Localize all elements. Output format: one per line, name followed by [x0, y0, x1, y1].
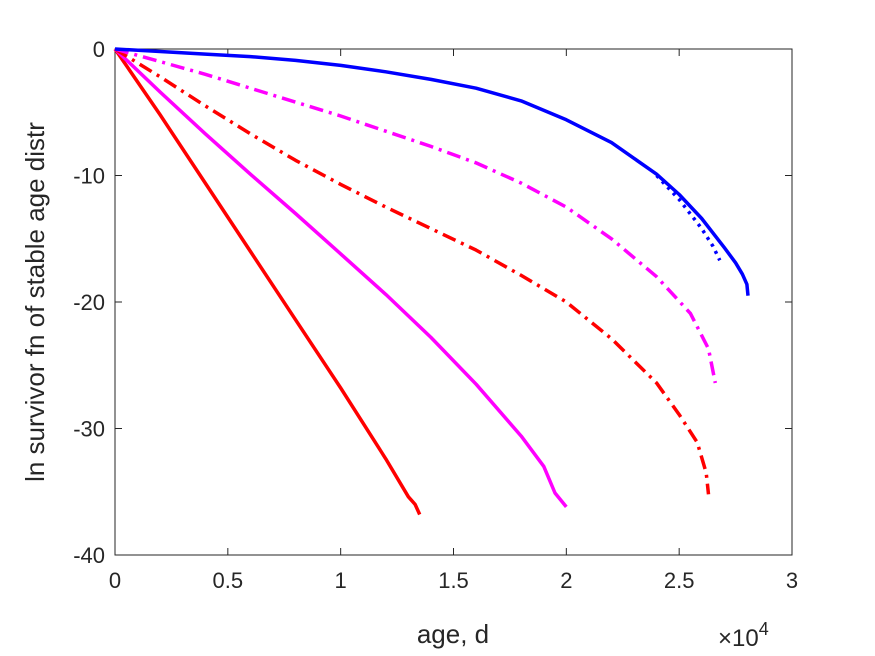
- data-series: [113, 47, 750, 516]
- plot-area: [114, 48, 793, 556]
- y-tick-label: -20: [73, 290, 105, 315]
- x-tick-label: 2.5: [664, 568, 695, 593]
- y-axis-label: ln survivor fn of stable age distr: [20, 122, 50, 482]
- series-line-4: [114, 47, 718, 384]
- y-tick-label: -30: [73, 417, 105, 442]
- y-tick-label: -10: [73, 164, 105, 189]
- x-tick-label: 0.5: [213, 568, 244, 593]
- x-multiplier-exponent: 4: [759, 619, 769, 639]
- x-tick-label: 1: [335, 568, 347, 593]
- axis-ticks: 0 0.5 1 1.5 2 2.5 3 0 -10 -20 -30 -40: [73, 37, 798, 593]
- x-tick-label: 3: [786, 568, 798, 593]
- x-axis-multiplier: ×104: [718, 619, 769, 652]
- x-tick-label: 1.5: [438, 568, 469, 593]
- series-line-6: [114, 47, 750, 296]
- series-line-2: [113, 47, 568, 509]
- x-multiplier-base: ×10: [718, 625, 759, 652]
- series-line-1: [113, 48, 422, 516]
- x-tick-label: 0: [109, 568, 121, 593]
- y-tick-label: -40: [73, 543, 105, 568]
- x-axis-label: age, d: [417, 619, 489, 649]
- y-tick-label: 0: [93, 37, 105, 62]
- x-tick-label: 2: [560, 568, 572, 593]
- series-line-3: [114, 47, 711, 495]
